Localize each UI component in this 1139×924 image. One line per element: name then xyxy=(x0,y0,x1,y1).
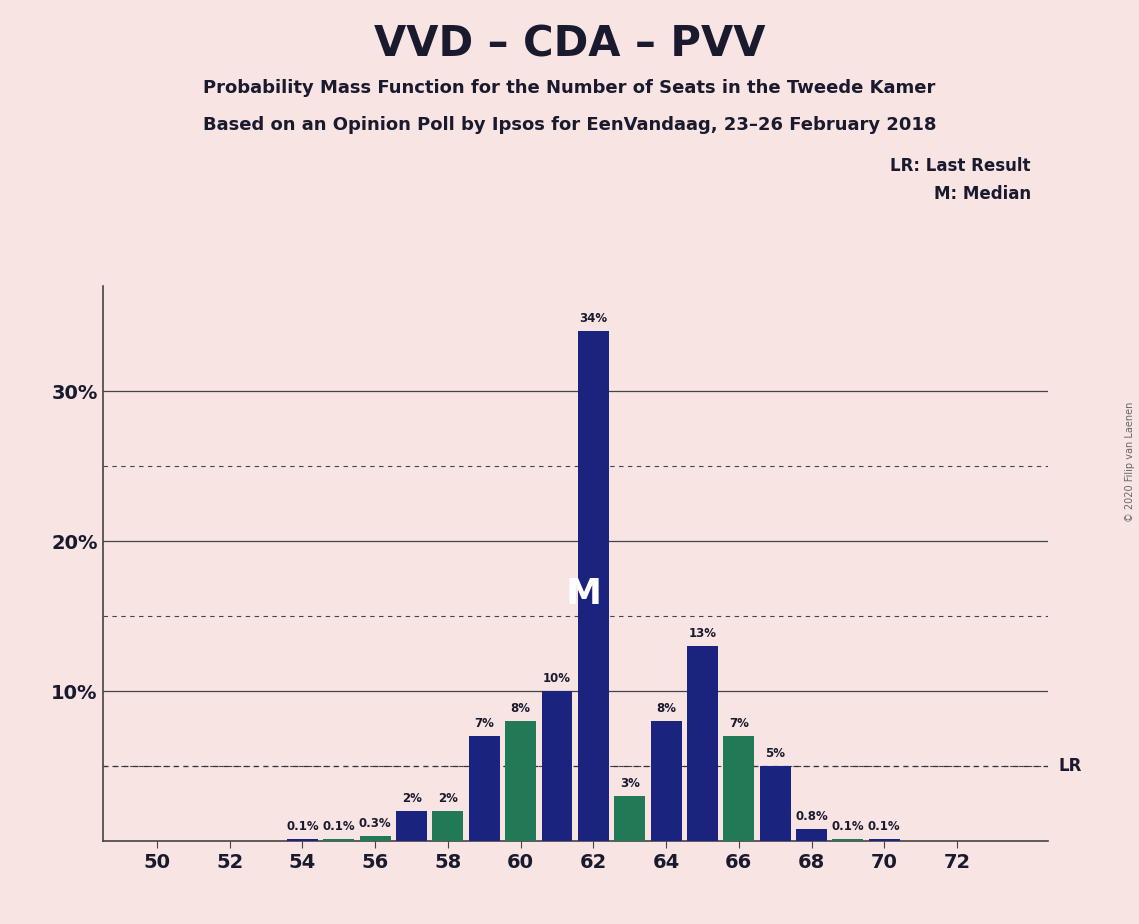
Text: M: Median: M: Median xyxy=(934,185,1031,202)
Text: 0.1%: 0.1% xyxy=(322,821,355,833)
Bar xyxy=(287,839,318,841)
Bar xyxy=(687,646,718,841)
Text: 0.1%: 0.1% xyxy=(868,821,901,833)
Text: 13%: 13% xyxy=(688,627,716,640)
Text: 2%: 2% xyxy=(439,792,458,805)
Text: 0.8%: 0.8% xyxy=(795,809,828,823)
Text: 3%: 3% xyxy=(620,777,640,790)
Text: 8%: 8% xyxy=(510,702,531,715)
Text: M: M xyxy=(565,577,601,611)
Text: Probability Mass Function for the Number of Seats in the Tweede Kamer: Probability Mass Function for the Number… xyxy=(204,79,935,96)
Bar xyxy=(760,766,790,841)
Text: 2%: 2% xyxy=(402,792,421,805)
Bar xyxy=(723,736,754,841)
Bar xyxy=(541,691,573,841)
Bar xyxy=(833,839,863,841)
Text: LR: Last Result: LR: Last Result xyxy=(891,157,1031,175)
Text: 0.1%: 0.1% xyxy=(831,821,865,833)
Bar xyxy=(433,811,464,841)
Bar xyxy=(614,796,645,841)
Bar xyxy=(577,332,609,841)
Text: 34%: 34% xyxy=(580,312,607,325)
Text: 8%: 8% xyxy=(656,702,677,715)
Bar xyxy=(650,721,681,841)
Text: LR: LR xyxy=(1059,757,1082,775)
Text: VVD – CDA – PVV: VVD – CDA – PVV xyxy=(374,23,765,65)
Bar xyxy=(396,811,427,841)
Text: 0.1%: 0.1% xyxy=(286,821,319,833)
Text: 10%: 10% xyxy=(543,672,571,685)
Text: Based on an Opinion Poll by Ipsos for EenVandaag, 23–26 February 2018: Based on an Opinion Poll by Ipsos for Ee… xyxy=(203,116,936,133)
Bar xyxy=(869,839,900,841)
Bar xyxy=(469,736,500,841)
Text: 5%: 5% xyxy=(765,747,785,760)
Text: 7%: 7% xyxy=(729,717,748,730)
Text: © 2020 Filip van Laenen: © 2020 Filip van Laenen xyxy=(1125,402,1134,522)
Bar xyxy=(506,721,536,841)
Bar xyxy=(323,839,354,841)
Text: 0.3%: 0.3% xyxy=(359,818,392,831)
Text: 7%: 7% xyxy=(474,717,494,730)
Bar xyxy=(360,836,391,841)
Bar xyxy=(796,829,827,841)
